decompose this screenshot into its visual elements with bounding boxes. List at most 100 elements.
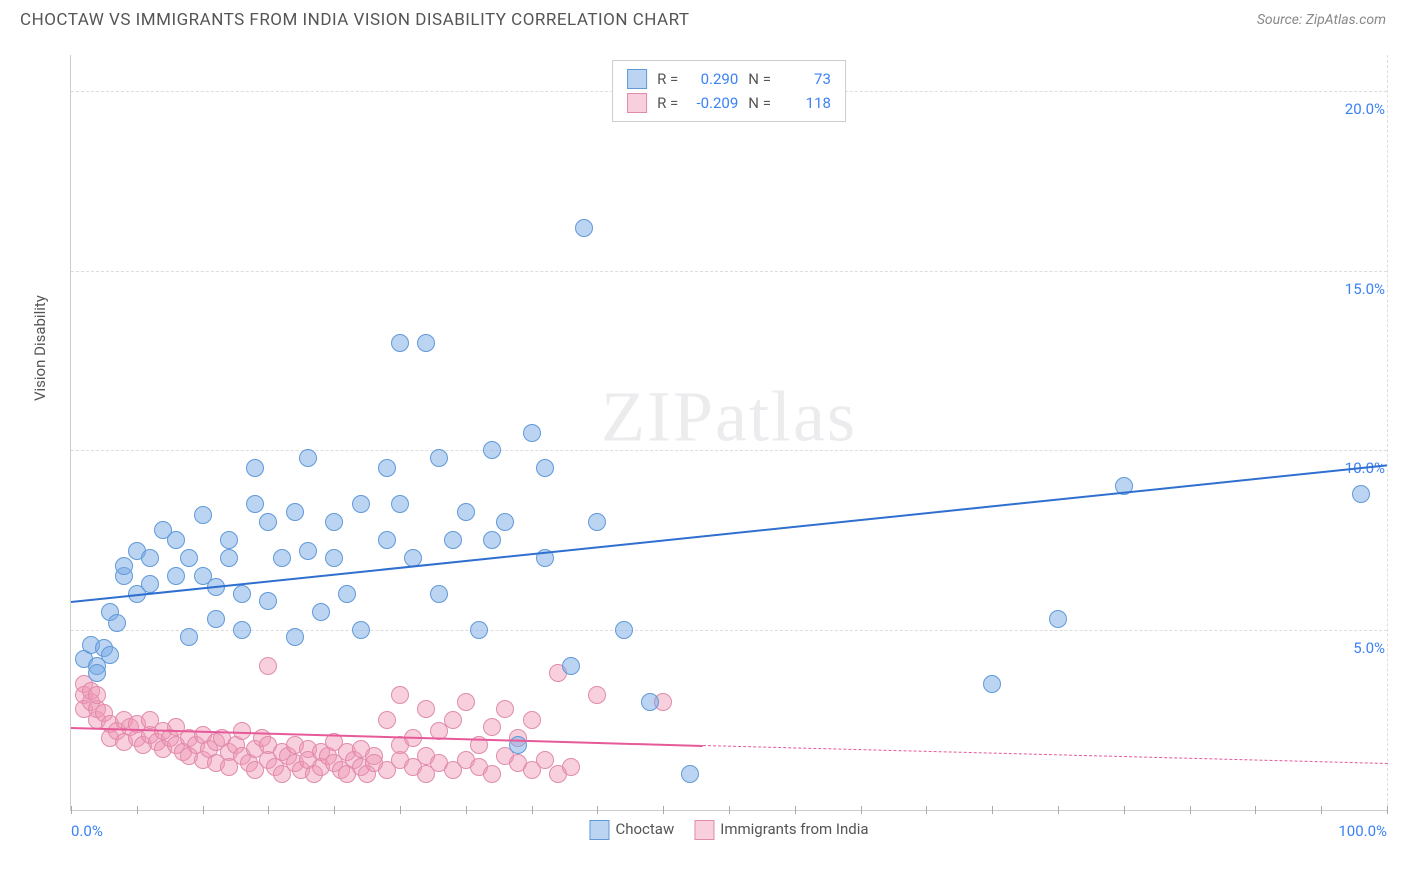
data-point bbox=[286, 503, 304, 521]
data-point bbox=[246, 459, 264, 477]
data-point bbox=[391, 495, 409, 513]
data-point bbox=[562, 657, 580, 675]
data-point bbox=[983, 675, 1001, 693]
data-point bbox=[259, 592, 277, 610]
data-point bbox=[457, 693, 475, 711]
x-tick bbox=[1321, 806, 1322, 814]
x-tick bbox=[861, 806, 862, 814]
legend-swatch-1 bbox=[627, 69, 647, 89]
data-point bbox=[483, 765, 501, 783]
data-point bbox=[391, 686, 409, 704]
watermark: ZIPatlas bbox=[601, 376, 857, 459]
data-point bbox=[483, 531, 501, 549]
data-point bbox=[496, 513, 514, 531]
data-point bbox=[286, 628, 304, 646]
data-point bbox=[194, 506, 212, 524]
chart-area: Vision Disability ZIPatlas R =0.290 N =7… bbox=[50, 55, 1386, 835]
data-point bbox=[352, 621, 370, 639]
data-point bbox=[233, 621, 251, 639]
x-max-label: 100.0% bbox=[1338, 822, 1387, 840]
series-legend: Choctaw Immigrants from India bbox=[589, 820, 868, 840]
x-tick bbox=[466, 806, 467, 814]
y-tick-label: 5.0% bbox=[1353, 639, 1389, 657]
data-point bbox=[299, 542, 317, 560]
plot-region: ZIPatlas R =0.290 N =73 R =-0.209 N =118… bbox=[70, 55, 1388, 811]
data-point bbox=[417, 700, 435, 718]
x-tick bbox=[1058, 806, 1059, 814]
data-point bbox=[299, 449, 317, 467]
data-point bbox=[325, 549, 343, 567]
data-point bbox=[575, 219, 593, 237]
data-point bbox=[108, 614, 126, 632]
x-tick bbox=[663, 806, 664, 814]
data-point bbox=[180, 549, 198, 567]
x-tick bbox=[926, 806, 927, 814]
data-point bbox=[444, 711, 462, 729]
data-point bbox=[470, 621, 488, 639]
x-tick bbox=[268, 806, 269, 814]
data-point bbox=[523, 711, 541, 729]
data-point bbox=[483, 718, 501, 736]
data-point bbox=[1049, 610, 1067, 628]
gridline bbox=[71, 271, 1387, 272]
data-point bbox=[259, 657, 277, 675]
header: CHOCTAW VS IMMIGRANTS FROM INDIA VISION … bbox=[0, 0, 1406, 35]
data-point bbox=[220, 531, 238, 549]
data-point bbox=[1352, 485, 1370, 503]
data-point bbox=[141, 575, 159, 593]
x-tick bbox=[203, 806, 204, 814]
x-tick bbox=[71, 806, 72, 814]
source-label: Source: ZipAtlas.com bbox=[1257, 12, 1386, 28]
x-tick bbox=[795, 806, 796, 814]
data-point bbox=[378, 711, 396, 729]
data-point bbox=[615, 621, 633, 639]
trend-line bbox=[71, 465, 1387, 604]
y-tick-label: 20.0% bbox=[1345, 100, 1389, 118]
data-point bbox=[444, 531, 462, 549]
x-min-label: 0.0% bbox=[71, 822, 103, 840]
data-point bbox=[430, 449, 448, 467]
data-point bbox=[641, 693, 659, 711]
x-tick bbox=[1387, 806, 1388, 814]
data-point bbox=[457, 503, 475, 521]
data-point bbox=[167, 567, 185, 585]
data-point bbox=[167, 531, 185, 549]
data-point bbox=[88, 664, 106, 682]
x-tick bbox=[1255, 806, 1256, 814]
legend-item: Choctaw bbox=[589, 820, 674, 840]
data-point bbox=[523, 424, 541, 442]
data-point bbox=[273, 549, 291, 567]
data-point bbox=[536, 459, 554, 477]
data-point bbox=[180, 628, 198, 646]
legend-swatch bbox=[694, 820, 714, 840]
data-point bbox=[220, 549, 238, 567]
data-point bbox=[417, 334, 435, 352]
data-point bbox=[378, 531, 396, 549]
legend-item: Immigrants from India bbox=[694, 820, 868, 840]
data-point bbox=[588, 513, 606, 531]
data-point bbox=[312, 603, 330, 621]
data-point bbox=[391, 334, 409, 352]
x-tick bbox=[992, 806, 993, 814]
x-tick bbox=[729, 806, 730, 814]
trend-line-extrapolated bbox=[703, 745, 1387, 764]
x-tick bbox=[597, 806, 598, 814]
data-point bbox=[430, 585, 448, 603]
data-point bbox=[588, 686, 606, 704]
data-point bbox=[338, 585, 356, 603]
data-point bbox=[378, 459, 396, 477]
legend-swatch-2 bbox=[627, 93, 647, 113]
legend-swatch bbox=[589, 820, 609, 840]
data-point bbox=[101, 646, 119, 664]
x-tick bbox=[334, 806, 335, 814]
data-point bbox=[246, 495, 264, 513]
data-point bbox=[141, 549, 159, 567]
x-tick bbox=[1124, 806, 1125, 814]
x-tick bbox=[1190, 806, 1191, 814]
y-tick-label: 15.0% bbox=[1345, 280, 1389, 298]
x-tick bbox=[400, 806, 401, 814]
data-point bbox=[496, 700, 514, 718]
data-point bbox=[115, 557, 133, 575]
data-point bbox=[681, 765, 699, 783]
data-point bbox=[88, 686, 106, 704]
